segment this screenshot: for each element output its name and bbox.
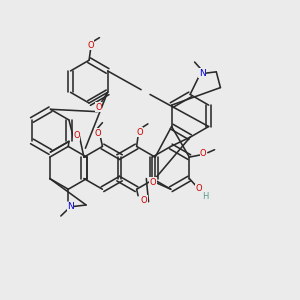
Text: O: O — [136, 128, 143, 137]
Text: H: H — [202, 193, 209, 202]
Text: O: O — [87, 41, 94, 50]
Text: O: O — [73, 131, 80, 140]
Text: O: O — [200, 149, 207, 158]
Text: O: O — [141, 196, 147, 205]
Text: O: O — [196, 184, 202, 194]
Text: O: O — [150, 178, 156, 187]
Text: N: N — [67, 202, 74, 211]
Text: N: N — [199, 69, 206, 78]
Text: O: O — [95, 103, 102, 112]
Text: O: O — [95, 129, 101, 138]
